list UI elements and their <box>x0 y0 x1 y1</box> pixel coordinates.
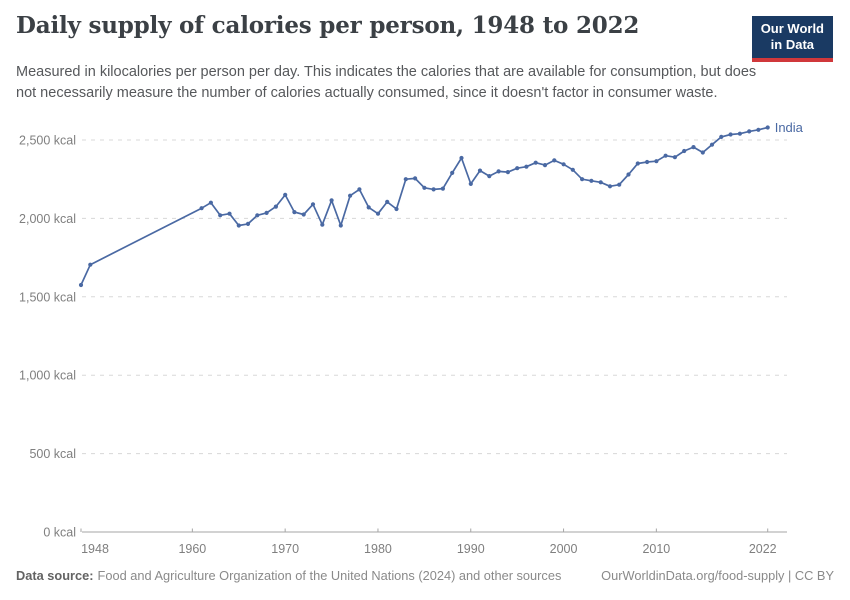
data-source-text: Food and Agriculture Organization of the… <box>97 568 562 583</box>
data-point-marker[interactable] <box>617 182 622 187</box>
data-point-marker[interactable] <box>348 193 353 198</box>
data-point-marker[interactable] <box>218 213 223 218</box>
y-axis-tick-label: 500 kcal <box>29 447 76 461</box>
data-point-marker[interactable] <box>542 163 548 168</box>
data-point-marker[interactable] <box>413 176 418 181</box>
y-axis-tick-label: 1,500 kcal <box>19 290 76 304</box>
data-point-marker[interactable] <box>663 153 668 158</box>
data-point-marker[interactable] <box>515 166 520 171</box>
page-title: Daily supply of calories per person, 194… <box>16 12 640 39</box>
data-point-marker[interactable] <box>700 150 705 155</box>
data-point-marker[interactable] <box>459 155 464 161</box>
x-axis-tick-label: 2022 <box>749 542 777 556</box>
data-point-marker[interactable] <box>691 145 696 150</box>
data-point-marker[interactable] <box>236 223 241 228</box>
series-end-label: India <box>775 120 804 135</box>
data-point-marker[interactable] <box>227 211 232 216</box>
data-point-marker[interactable] <box>357 187 362 192</box>
data-point-marker[interactable] <box>505 170 510 175</box>
data-point-marker[interactable] <box>255 213 260 218</box>
data-point-marker[interactable] <box>468 181 473 186</box>
data-point-marker[interactable] <box>422 185 427 190</box>
data-point-marker[interactable] <box>320 222 325 227</box>
data-point-marker[interactable] <box>552 158 557 163</box>
x-axis-tick-label: 2010 <box>642 542 670 556</box>
data-point-marker[interactable] <box>385 199 390 204</box>
y-axis-tick-label: 0 kcal <box>43 526 76 540</box>
data-point-marker[interactable] <box>533 160 538 165</box>
data-point-marker[interactable] <box>199 206 204 211</box>
data-point-marker[interactable] <box>635 161 640 166</box>
data-point-marker[interactable] <box>580 177 585 182</box>
data-point-marker[interactable] <box>607 184 613 189</box>
data-point-marker[interactable] <box>709 142 715 147</box>
data-point-marker[interactable] <box>273 204 278 209</box>
x-axis-tick-label: 1980 <box>364 542 392 556</box>
data-source: Data source: Food and Agriculture Organiz… <box>16 568 561 583</box>
y-axis-tick-label: 2,000 kcal <box>19 212 76 226</box>
data-point-marker[interactable] <box>598 180 603 185</box>
owid-logo-line1: Our World <box>760 21 824 36</box>
data-point-marker[interactable] <box>310 202 316 207</box>
data-point-marker[interactable] <box>450 170 455 175</box>
data-point-marker[interactable] <box>496 169 501 174</box>
data-source-label: Data source: <box>16 568 94 583</box>
data-point-marker[interactable] <box>765 125 770 130</box>
data-point-marker[interactable] <box>208 200 213 205</box>
credit-link[interactable]: OurWorldinData.org/food-supply | CC BY <box>601 568 834 583</box>
x-axis-tick-label: 2000 <box>550 542 578 556</box>
data-point-marker[interactable] <box>431 187 436 192</box>
data-point-marker[interactable] <box>403 177 408 182</box>
data-point-marker[interactable] <box>338 223 343 228</box>
data-point-marker[interactable] <box>756 127 761 132</box>
data-point-marker[interactable] <box>375 211 381 216</box>
data-point-marker[interactable] <box>626 172 631 177</box>
y-axis-tick-label: 2,500 kcal <box>19 134 76 148</box>
data-point-marker[interactable] <box>301 212 306 217</box>
data-point-marker[interactable] <box>737 131 743 136</box>
data-point-marker[interactable] <box>719 134 724 139</box>
data-point-marker[interactable] <box>682 148 687 154</box>
data-point-marker[interactable] <box>477 168 483 173</box>
x-axis-tick-label: 1948 <box>81 542 109 556</box>
data-point-marker[interactable] <box>728 132 733 137</box>
data-point-marker[interactable] <box>440 186 445 191</box>
chart-footer: Data source: Food and Agriculture Organiz… <box>16 568 834 583</box>
data-point-marker[interactable] <box>245 221 251 226</box>
data-point-marker[interactable] <box>283 192 288 197</box>
data-point-marker[interactable] <box>88 262 93 267</box>
data-point-marker[interactable] <box>366 205 371 210</box>
data-point-marker[interactable] <box>78 282 84 288</box>
data-point-marker[interactable] <box>394 206 399 212</box>
x-axis-tick-label: 1990 <box>457 542 485 556</box>
data-point-marker[interactable] <box>487 174 492 179</box>
data-point-marker[interactable] <box>654 159 659 164</box>
data-point-marker[interactable] <box>645 159 650 165</box>
x-axis-tick-label: 1960 <box>178 542 206 556</box>
series-line[interactable] <box>80 126 769 286</box>
data-point-marker[interactable] <box>672 155 678 160</box>
x-axis-tick-label: 1970 <box>271 542 299 556</box>
data-point-marker[interactable] <box>747 129 752 134</box>
data-point-marker[interactable] <box>264 210 269 215</box>
owid-logo: Our World in Data <box>751 16 833 62</box>
owid-logo-line2: in Data <box>770 37 815 53</box>
data-point-marker[interactable] <box>561 162 566 167</box>
data-point-marker[interactable] <box>292 210 297 215</box>
data-point-marker[interactable] <box>589 178 594 183</box>
data-point-marker[interactable] <box>329 198 334 203</box>
y-axis-tick-label: 1,000 kcal <box>19 369 76 383</box>
data-point-marker[interactable] <box>524 164 529 169</box>
data-point-marker[interactable] <box>570 167 575 172</box>
chart-subtitle: Measured in kilocalories per person per … <box>16 64 757 101</box>
